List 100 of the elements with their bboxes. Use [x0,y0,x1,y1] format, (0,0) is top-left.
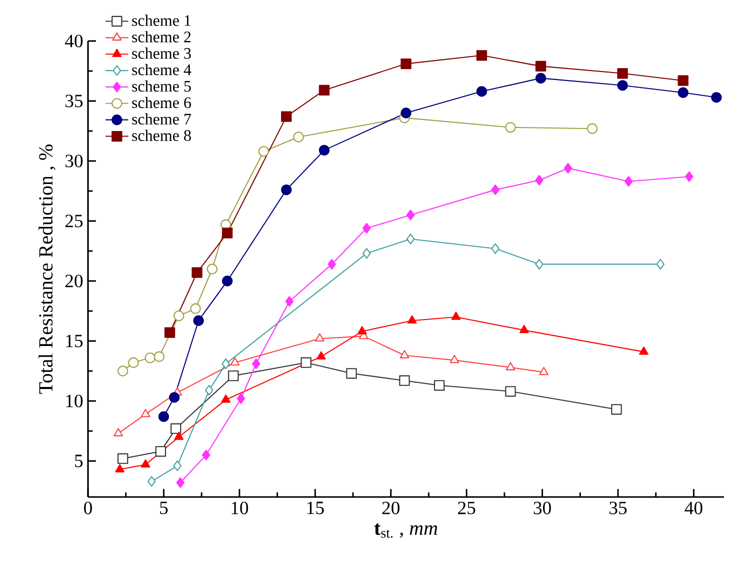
point [228,370,239,382]
point [117,366,128,376]
point [285,296,294,307]
point [174,310,184,322]
point [190,303,201,314]
point [451,312,461,320]
point [617,80,628,91]
legend-label: scheme 5 [132,80,191,92]
point [476,50,488,61]
legend-label: scheme 8 [132,130,191,141]
point [158,411,170,422]
y-tick-label: 35 [66,94,83,108]
point [505,122,516,133]
point [173,460,182,472]
x-tick-label: 5 [160,502,168,514]
point [400,58,412,70]
legend-label: scheme 2 [132,31,191,42]
x-tick-label: 15 [307,502,324,514]
point [399,375,410,386]
point [400,350,410,358]
point [406,210,415,220]
point [434,380,445,391]
point [222,276,233,286]
point [144,352,156,364]
point [586,123,598,134]
legend-label: scheme 6 [132,96,191,108]
point [564,162,572,174]
point [174,432,184,440]
point [140,408,150,418]
legend-label: scheme 3 [132,48,191,59]
point [236,393,246,404]
point [357,326,367,334]
point [611,404,622,415]
point [115,464,124,472]
x-tick-label: 10 [232,502,248,514]
point [114,428,123,436]
point [164,327,176,338]
point [205,384,214,396]
point [293,132,304,142]
point [154,351,165,362]
point [140,459,150,468]
legend-label: scheme 1 [132,14,191,26]
point [505,386,516,397]
point [711,92,722,103]
point [624,176,633,187]
x-tick-label: 25 [458,502,476,514]
legend-label: scheme 7 [132,113,191,125]
point [535,258,544,270]
point [400,108,412,118]
y-tick-label: 5 [75,454,83,468]
point [316,351,326,360]
point [362,248,371,259]
point [617,68,628,79]
point [491,184,500,196]
point [117,453,128,464]
legend-label: scheme 4 [132,64,192,76]
point [535,174,544,186]
point [222,228,233,238]
x-tick-label: 0 [84,502,92,514]
point [128,357,139,368]
point [230,357,240,366]
point [147,476,156,487]
x-tick-label: 35 [610,502,627,514]
point [281,184,292,196]
point [519,324,529,334]
point [506,362,516,370]
y-tick-label: 15 [66,334,83,348]
x-tick-label: 40 [684,502,702,514]
x-axis-title: t$_{st.}$ , mm [374,523,438,538]
point [318,84,330,96]
y-tick-label: 40 [64,34,83,48]
point [407,315,417,324]
point [202,450,210,460]
point [300,357,312,368]
point [258,146,269,157]
point [539,366,548,376]
point [315,333,324,342]
point [222,358,230,370]
point [678,75,688,86]
x-tick-label: 20 [382,502,400,514]
y-tick-label: 30 [66,154,83,168]
x-tick-label: 30 [534,502,551,514]
point [328,258,336,270]
point [639,346,648,355]
y-tick-label: 10 [66,394,83,408]
point [656,258,665,270]
point [155,446,166,457]
point [535,72,546,84]
point [678,87,688,98]
point [221,394,230,403]
point [491,243,500,254]
point [206,264,218,274]
point [252,358,260,370]
point [685,171,694,182]
y-axis-title: Total Resistance Reduction , % [38,144,56,394]
point [168,392,180,403]
point [318,144,330,156]
point [192,267,202,278]
point [346,368,357,379]
point [362,222,371,234]
